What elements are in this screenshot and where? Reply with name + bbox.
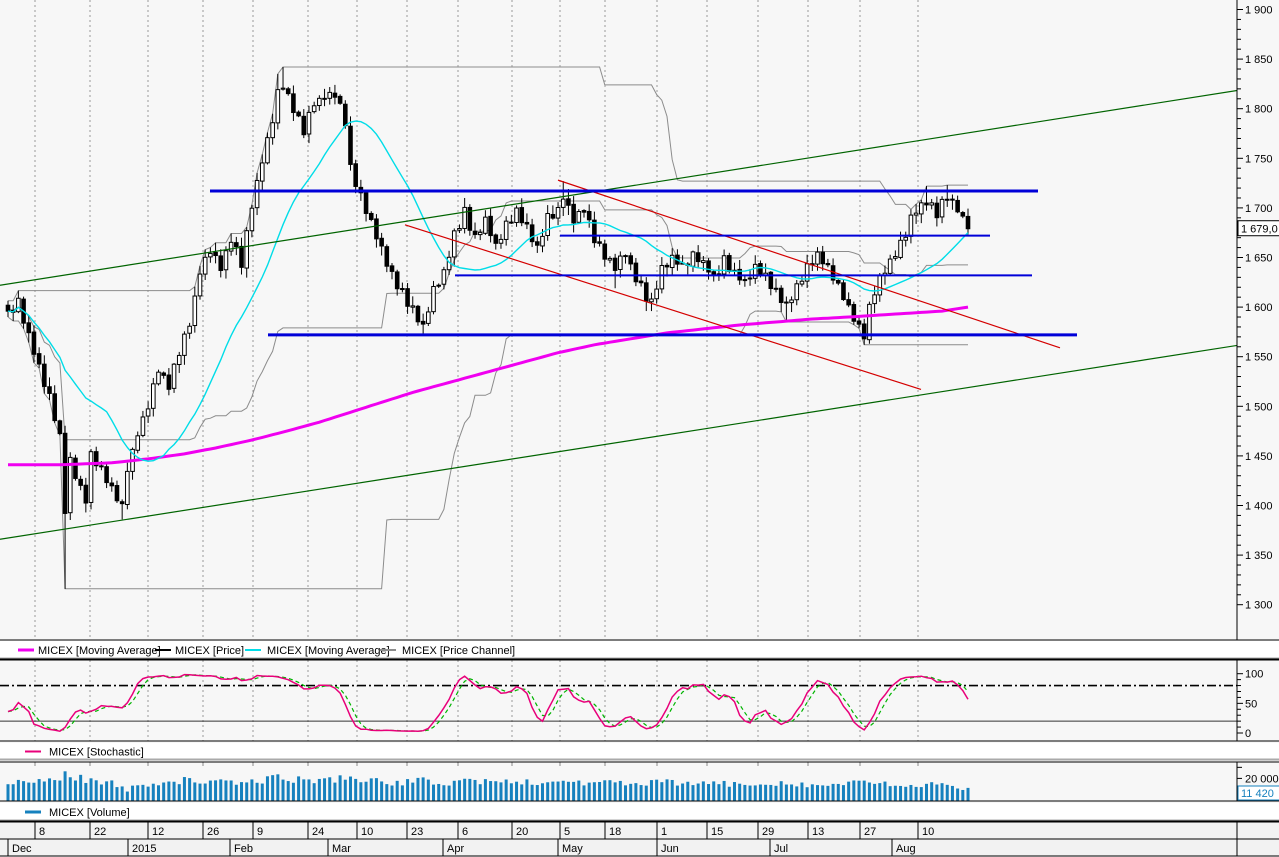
legend-main-item-0: MICEX [Moving Average]: [18, 645, 161, 657]
week-tick-label: 29: [762, 826, 774, 838]
week-tick-label: 13: [812, 826, 824, 838]
legend-label: MICEX [Moving Average]: [38, 645, 161, 657]
current-volume-label: 11 420: [1238, 786, 1279, 800]
stoch-axis-label: 50: [1245, 698, 1257, 710]
month-tick-label: Apr: [447, 843, 464, 855]
month-tick-label: Dec: [12, 843, 32, 855]
week-tick-label: 5: [564, 826, 570, 838]
micex-chart: 1 3001 3501 4001 4501 5001 5501 6001 650…: [0, 0, 1279, 857]
week-tick-label: 10: [361, 826, 373, 838]
legend-volume: MICEX [Volume]: [0, 803, 1279, 821]
month-tick-label: Feb: [234, 843, 253, 855]
chart-background: [0, 0, 1279, 857]
chart-window: 1 3001 3501 4001 4501 5001 5501 6001 650…: [0, 0, 1279, 857]
stoch-axis-label: 100: [1245, 669, 1263, 681]
volume-axis-label: 20 000: [1245, 773, 1279, 785]
month-tick-label: Aug: [896, 843, 916, 855]
price-axis-label: 1 550: [1245, 352, 1273, 364]
month-tick-label: 2015: [132, 843, 156, 855]
month-tick-label: Jun: [661, 843, 679, 855]
week-tick-label: 15: [711, 826, 723, 838]
x-axis: 8 22 12 26 9 24 10 23 6 20 5 18 1 15 29 13 27 10 Dec 2015 Fe…: [0, 822, 1279, 856]
legend-label: MICEX [Price]: [175, 645, 244, 657]
week-tick-label: 27: [864, 826, 876, 838]
price-axis-label: 1 600: [1245, 302, 1273, 314]
legend-label: MICEX [Price Channel]: [402, 645, 515, 657]
week-tick-label: 23: [411, 826, 423, 838]
legend-stochastic: MICEX [Stochastic]: [0, 743, 1279, 760]
current-price-label: 1 679,0: [1238, 221, 1279, 236]
price-axis-label: 1 900: [1245, 5, 1273, 17]
week-tick-label: 20: [516, 826, 528, 838]
legend-main: MICEX [Moving Average] MICEX [Price] MICEX…: [0, 641, 1279, 659]
current-price-value: 1 679,0: [1241, 224, 1278, 236]
price-axis-label: 1 750: [1245, 153, 1273, 165]
current-volume-value: 11 420: [1241, 788, 1274, 800]
week-tick-label: 26: [207, 826, 219, 838]
price-axis-label: 1 700: [1245, 203, 1273, 215]
month-tick-label: Mar: [332, 843, 351, 855]
price-axis-label: 1 400: [1245, 501, 1273, 513]
price-axis-label: 1 350: [1245, 550, 1273, 562]
price-axis-label: 1 800: [1245, 104, 1273, 116]
price-axis-label: 1 500: [1245, 401, 1273, 413]
legend-label: MICEX [Stochastic]: [49, 747, 144, 759]
week-tick-label: 24: [312, 826, 324, 838]
legend-label: MICEX [Volume]: [49, 807, 130, 819]
price-axis-label: 1 850: [1245, 54, 1273, 66]
legend-main-item-2: MICEX [Moving Average]: [245, 645, 390, 657]
week-tick-label: 1: [661, 826, 667, 838]
week-tick-label: 10: [922, 826, 934, 838]
month-tick-label: May: [562, 843, 583, 855]
month-tick-label: Jul: [774, 843, 788, 855]
week-tick-label: 9: [257, 826, 263, 838]
stoch-axis-label: 0: [1245, 728, 1251, 740]
price-axis-label: 1 650: [1245, 253, 1273, 265]
week-tick-label: 12: [152, 826, 164, 838]
week-tick-label: 8: [39, 826, 45, 838]
week-tick-label: 22: [94, 826, 106, 838]
price-axis-label: 1 300: [1245, 600, 1273, 612]
legend-label: MICEX [Moving Average]: [267, 645, 390, 657]
price-axis-label: 1 450: [1245, 451, 1273, 463]
week-tick-label: 18: [609, 826, 621, 838]
week-tick-label: 6: [462, 826, 468, 838]
